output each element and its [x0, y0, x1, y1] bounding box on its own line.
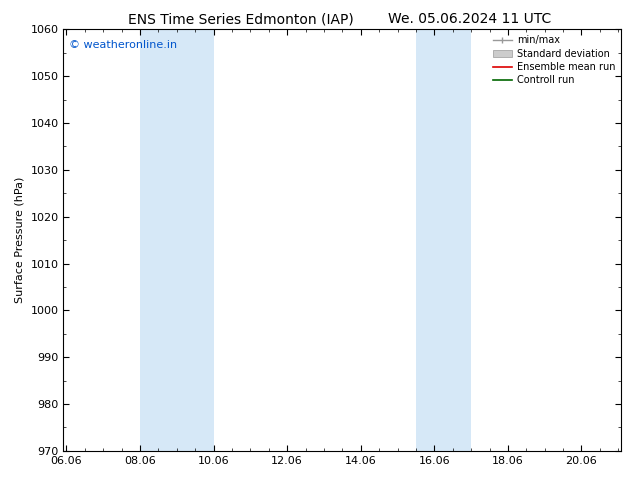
- Bar: [416, 29, 471, 451]
- Text: © weatheronline.in: © weatheronline.in: [69, 40, 177, 50]
- Text: We. 05.06.2024 11 UTC: We. 05.06.2024 11 UTC: [387, 12, 551, 26]
- Bar: [140, 29, 214, 451]
- Legend: min/max, Standard deviation, Ensemble mean run, Controll run: min/max, Standard deviation, Ensemble me…: [489, 32, 618, 88]
- Text: ENS Time Series Edmonton (IAP): ENS Time Series Edmonton (IAP): [128, 12, 354, 26]
- Y-axis label: Surface Pressure (hPa): Surface Pressure (hPa): [15, 177, 25, 303]
